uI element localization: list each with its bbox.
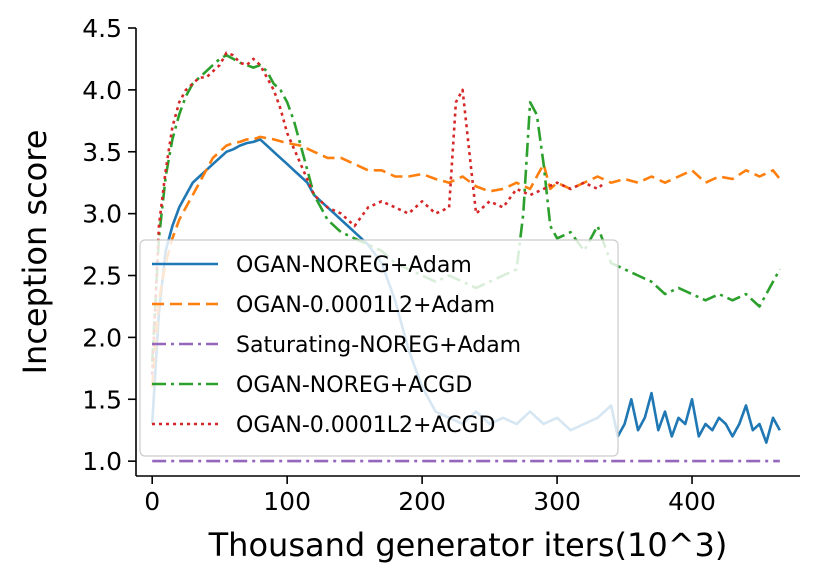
- y-tick-label-2: 2.0: [82, 323, 122, 352]
- x-tick-label-1: 100: [263, 487, 311, 516]
- legend: OGAN-NOREG+Adam OGAN-0.0001L2+Adam Saturat…: [139, 239, 619, 457]
- y-tick-label-4: 3.0: [82, 200, 122, 229]
- x-tick-label-3: 300: [533, 487, 581, 516]
- legend-label-1: OGAN-0.0001L2+Adam: [236, 293, 495, 318]
- legend-box: [139, 239, 619, 457]
- x-axis-title: Thousand generator iters(10^3): [208, 526, 728, 564]
- legend-label-0: OGAN-NOREG+Adam: [236, 253, 472, 278]
- series-line-4: [150, 51, 606, 375]
- legend-label-3: OGAN-NOREG+ACGD: [236, 373, 472, 398]
- y-tick-label-6: 4.0: [82, 76, 122, 105]
- legend-label-2: Saturating-NOREG+Adam: [236, 333, 521, 358]
- y-tick-label-1: 1.5: [82, 385, 122, 414]
- legend-label-4: OGAN-0.0001L2+ACGD: [236, 413, 496, 438]
- y-axis-title: Inception score: [16, 130, 54, 375]
- axes: [135, 28, 800, 477]
- y-tick-label-3: 2.5: [82, 262, 122, 291]
- x-tick-label-0: 0: [144, 487, 160, 516]
- x-tick-label-2: 200: [398, 487, 446, 516]
- series-line-1: [150, 135, 781, 388]
- x-tick-label-4: 400: [668, 487, 716, 516]
- ticks: 0 100 200 300 400 1.0 1.5 2.0 2.5 3.0 3.5 4.0 4.5: [82, 14, 716, 516]
- y-tick-label-7: 4.5: [82, 14, 122, 43]
- y-tick-label-0: 1.0: [82, 447, 122, 476]
- y-tick-label-5: 3.5: [82, 138, 122, 167]
